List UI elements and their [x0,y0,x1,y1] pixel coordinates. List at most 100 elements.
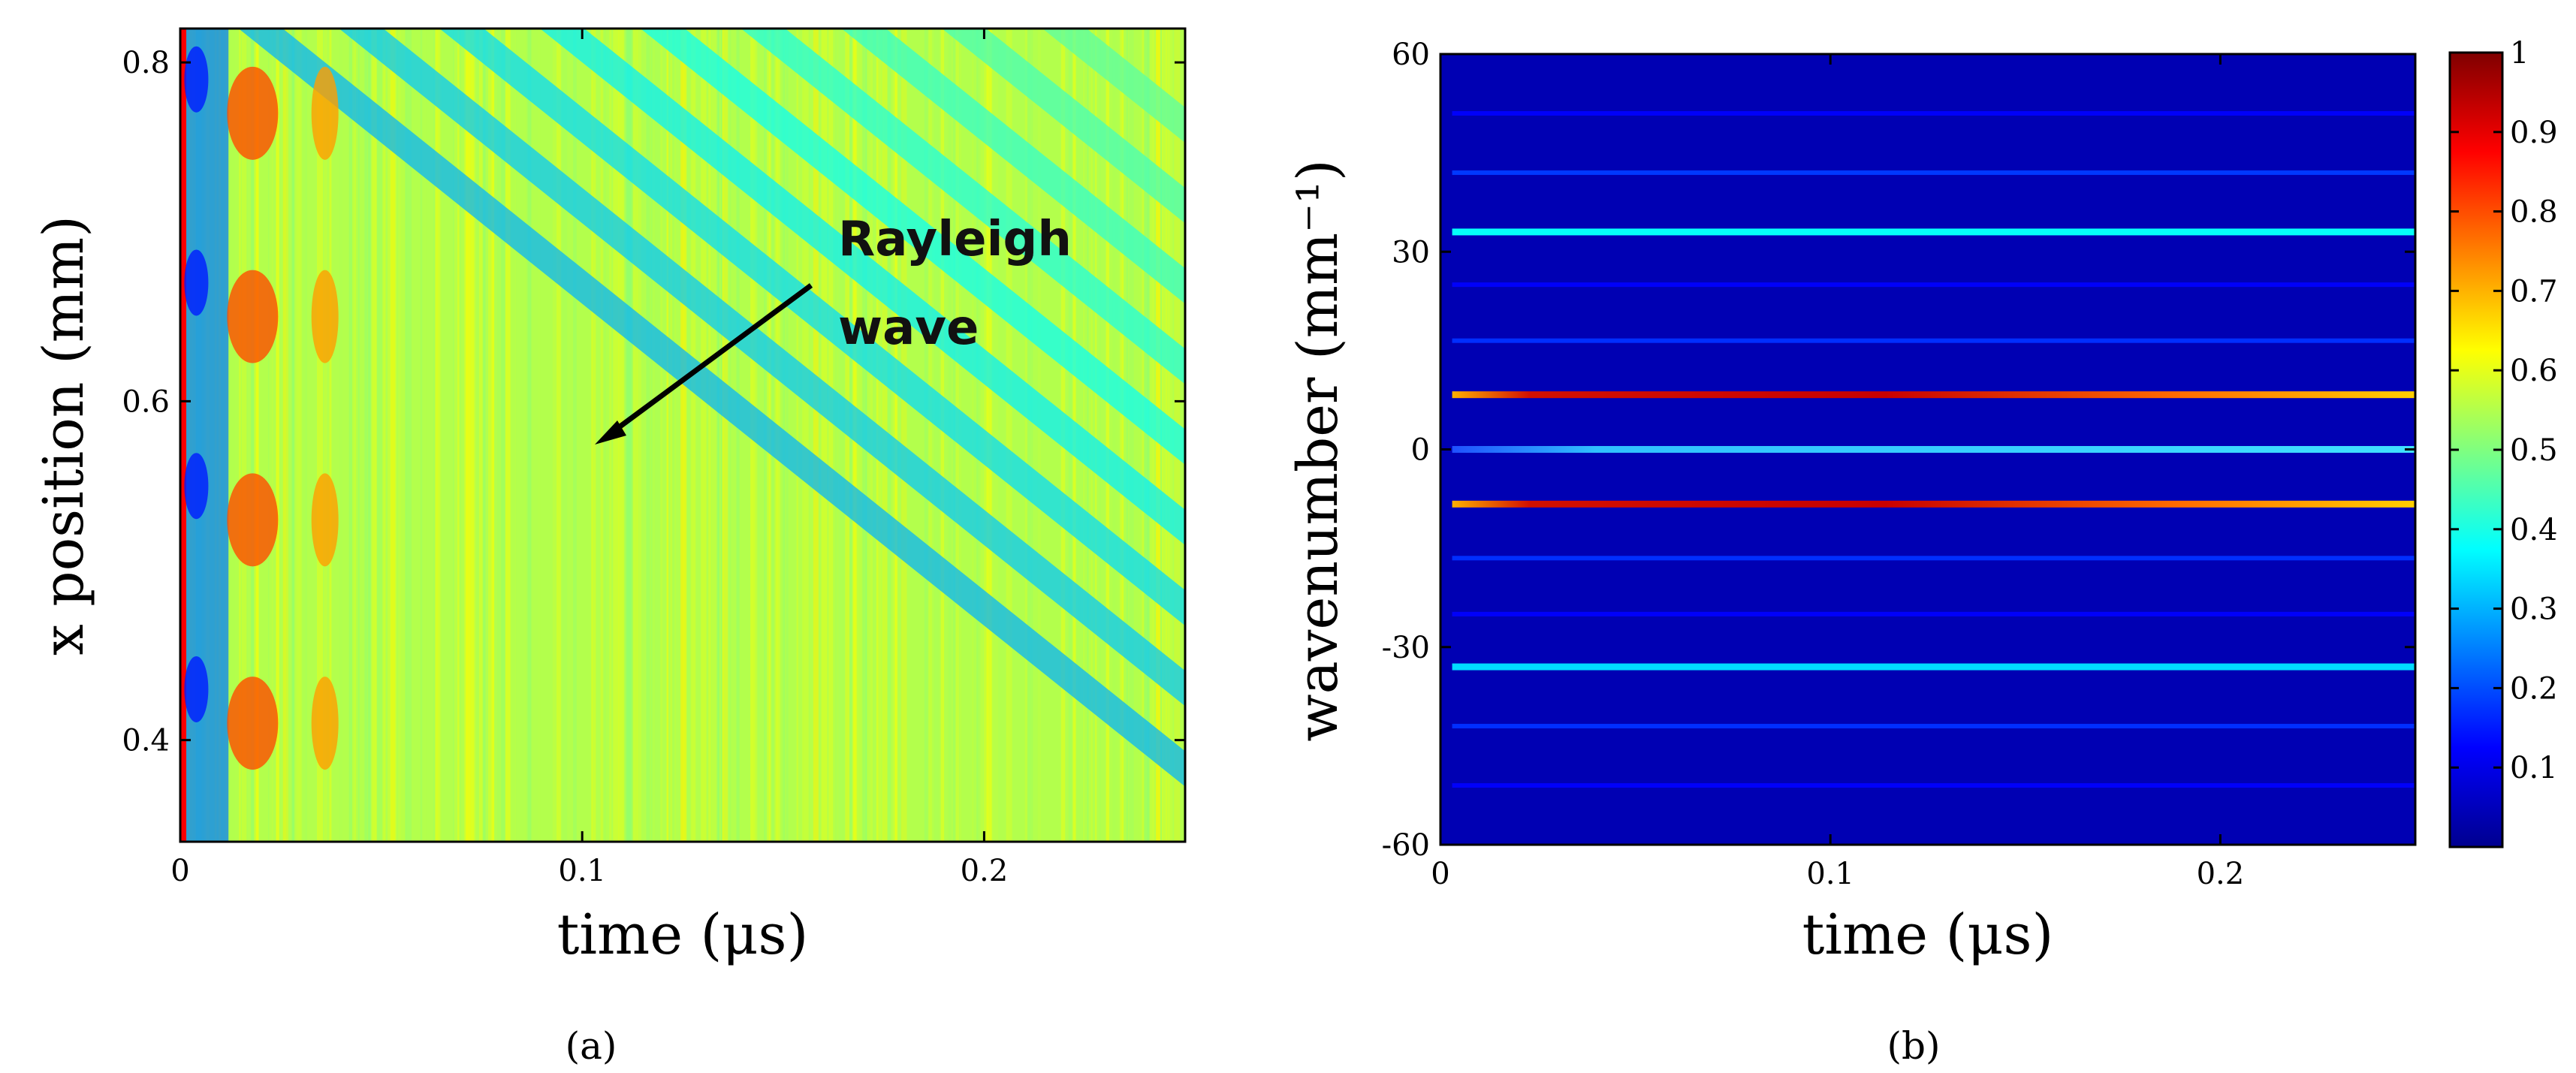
noise-streak [671,29,674,842]
panel-a-ylabel: x position (mm) [32,216,96,656]
noise-streak [993,29,999,842]
noise-streak [460,29,467,842]
noise-streak [1142,29,1145,842]
noise-streak [453,29,460,842]
noise-streak [364,29,368,842]
noise-streak [505,29,511,842]
noise-streak [722,29,728,842]
colorbar-tick-label: 0.9 [2510,116,2558,150]
noise-streak [324,29,327,842]
wave-stripe [741,29,1185,384]
noise-streak [718,29,723,842]
noise-streak [478,29,484,842]
noise-streak [591,29,593,842]
wavenumber-band [1452,228,2415,236]
wave-stripe [238,29,1185,787]
noise-streak [803,29,809,842]
noise-streak [251,29,255,842]
hotspot [311,473,339,567]
noise-streak [466,29,471,842]
noise-streak [1106,29,1110,842]
noise-streak [391,29,395,842]
noise-streak [524,29,529,842]
noise-streak [1120,29,1127,842]
colorbar-tick-label: 0.3 [2510,592,2558,627]
colorbar-tick-label: 0.5 [2510,433,2558,468]
wavenumber-band [1452,282,2415,288]
noise-streak [557,29,561,842]
noise-streak [458,29,461,842]
panel-a-xtick-label: 0.2 [961,854,1009,888]
noise-streak [573,29,577,842]
noise-streak [832,29,838,842]
colorbar-tick-label: 0.4 [2510,513,2558,547]
noise-streak [299,29,306,842]
cold-spot [184,656,209,722]
noise-streak [286,29,292,842]
noise-streak [736,29,740,842]
noise-streak [717,29,719,842]
noise-streak [645,29,651,842]
noise-streak [229,29,235,842]
noise-streak [666,29,669,842]
cold-spot [184,453,209,520]
noise-streak [537,29,541,842]
noise-streak [488,29,495,842]
noise-streak [391,29,397,842]
noise-streak [928,29,933,842]
colorbar-tick-label: 1 [2510,36,2529,71]
noise-streak [436,29,442,842]
noise-streak [926,29,932,842]
noise-streak [708,29,711,842]
noise-streak [454,29,459,842]
noise-streak [526,29,532,842]
noise-streak [655,29,661,842]
panel-a-axes: 0 0.1 0.2 0.4 0.6 0.8 [122,27,1187,888]
noise-streak [457,29,460,842]
noise-streak [400,29,406,842]
noise-streak [511,29,516,842]
panel-b-xtick-label: 0 [1431,857,1449,891]
noise-streak [802,29,809,842]
noise-streak [1121,29,1127,842]
noise-streak [591,29,596,842]
noise-streak [1009,29,1011,842]
noise-streak [1024,29,1031,842]
noise-streak [397,29,401,842]
wavenumber-band [1452,446,2415,453]
noise-streak [593,29,596,842]
noise-streak [388,29,391,842]
hotspot [311,270,339,363]
hotspot [227,677,279,770]
wavenumber-band [1452,556,2415,561]
noise-streak [552,29,557,842]
noise-streak [926,29,933,842]
noise-streak [650,29,652,842]
wave-stripe [942,29,1185,224]
noise-streak [1030,29,1033,842]
panel-b-ytick-label: 0 [1411,433,1430,468]
noise-streak [339,29,343,842]
panel-b-ytick-label: 30 [1392,235,1430,270]
noise-streak [276,29,279,842]
rayleigh-arrow [595,283,813,445]
rayleigh-label-line1: Rayleigh [838,212,1072,267]
noise-streak [353,29,356,842]
noise-streak [241,29,247,842]
noise-streak [891,29,898,842]
hotspot [227,473,279,567]
noise-streak [325,29,330,842]
wave-stripe [439,29,1185,626]
noise-streak [348,29,354,842]
cold-spot [184,46,209,113]
hotspot [311,677,339,770]
noise-streak [711,29,717,842]
noise-streak [1116,29,1118,842]
wave-stripe [841,29,1185,304]
wavenumber-band [1452,724,2415,729]
panel-b-ytick-label: -60 [1382,828,1430,863]
noise-streak [891,29,894,842]
panel-b-ylabel: wavenumber (mm⁻¹) [1286,159,1350,741]
noise-streak [843,29,849,842]
